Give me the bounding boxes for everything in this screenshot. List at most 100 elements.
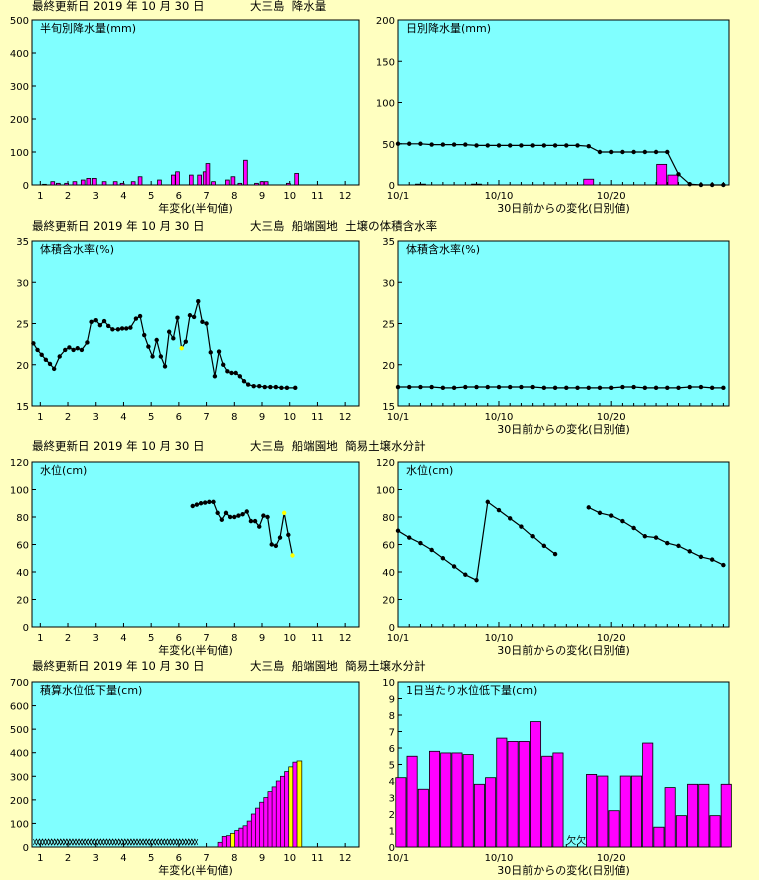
- wl-daily-seg1-point: [597, 510, 603, 516]
- wl-half-point: [281, 510, 287, 516]
- rain_half-ytick-label: 200: [10, 115, 29, 126]
- vwc-half-point: [79, 347, 85, 353]
- cum-half-bar: [296, 760, 303, 848]
- wl_daily-ytick-label: 0: [389, 623, 395, 634]
- rain-half-bar: [205, 163, 211, 186]
- rain_half-xtick-label: 12: [339, 191, 352, 202]
- rain-half-bar: [119, 182, 125, 186]
- vwc-daily-point: [429, 384, 434, 390]
- header-date-rain: 最終更新日 2019 年 10 月 30 日: [32, 0, 205, 13]
- cum_half-xtick-label: 2: [65, 853, 71, 864]
- wl-daily-seg0-point: [451, 564, 457, 569]
- drop_daily-xlabel: 30日前からの変化(日別値): [497, 863, 630, 877]
- vwc_half-ytick-label: 35: [16, 237, 29, 248]
- rain-half-bar: [211, 181, 216, 186]
- drop-daily-bar: [496, 737, 508, 848]
- vwc-daily-point: [721, 385, 726, 391]
- vwc-half-point: [171, 336, 176, 341]
- drop-daily-bar: [518, 741, 530, 848]
- wl-daily-seg1-point: [665, 540, 670, 546]
- drop_daily-ytick-label: 3: [389, 794, 395, 805]
- vwc-daily-point: [440, 385, 446, 391]
- wl-half-point: [257, 524, 262, 529]
- rain-half-bar: [157, 179, 162, 186]
- wl-daily-seg0-point: [485, 499, 490, 505]
- drop-daily-bar: [530, 721, 542, 848]
- drop_daily-ytick-label: 10: [382, 678, 395, 689]
- rain-half-bar: [294, 173, 299, 186]
- vwc-half-point: [142, 332, 147, 338]
- wl-half-point: [240, 512, 245, 517]
- vwc-daily-point: [474, 384, 479, 390]
- cum_half-plot-area: [31, 681, 360, 848]
- vwc-half-point: [208, 350, 213, 355]
- wl_half-ytick-label: 40: [16, 568, 29, 579]
- vwc-daily-point: [530, 384, 535, 390]
- wl-daily-seg0-point: [429, 547, 434, 553]
- vwc-daily-point: [508, 384, 513, 390]
- vwc-half-point: [179, 346, 184, 351]
- vwc-daily-point: [586, 385, 591, 391]
- drop-daily-bar: [541, 755, 553, 848]
- vwc-daily-point: [709, 385, 715, 391]
- rain_half-ytick-label: 300: [10, 82, 29, 93]
- wl_half-ytick-label: 60: [16, 541, 29, 552]
- header-date-wl: 最終更新日 2019 年 10 月 30 日: [32, 439, 205, 453]
- rain-half-bar: [189, 174, 194, 186]
- vwc-half-point: [119, 326, 125, 331]
- wl_half-xtick-label: 12: [339, 633, 352, 644]
- rain-half-bar: [64, 182, 69, 186]
- wl-half-point: [290, 553, 295, 558]
- vwc-half-point: [279, 385, 284, 391]
- rain-daily-point: [451, 142, 457, 147]
- rain_half-xtick-label: 2: [65, 191, 71, 202]
- drop-daily-bar: [395, 777, 407, 848]
- wl_half-xtick-label: 1: [37, 633, 43, 644]
- header-station-wl: 大三島 船端園地 簡易土壌水分計: [250, 439, 426, 453]
- rain-daily-point: [474, 143, 479, 148]
- wl-daily-seg0-point: [407, 535, 412, 540]
- rain_daily-ytick-label: 200: [376, 16, 395, 27]
- wl_half-ytick-label: 20: [16, 596, 29, 607]
- vwc-half-point: [133, 316, 139, 321]
- wl-daily-seg0-point: [552, 551, 558, 557]
- rain-daily-bar: [656, 163, 668, 186]
- vwc-daily-point: [698, 384, 704, 390]
- wl_daily-xtick-label: 10/20: [597, 633, 626, 644]
- vwc-daily-point: [631, 384, 636, 390]
- rain_half-xtick-label: 8: [231, 191, 237, 202]
- wl_daily-ytick-label: 40: [382, 568, 395, 579]
- vwc-half-point: [51, 366, 57, 372]
- drop-daily-bar: [664, 787, 676, 848]
- vwc_daily-ytick-label: 35: [382, 237, 395, 248]
- rain-half-bar: [50, 181, 56, 186]
- wl_half-ytick-label: 80: [16, 513, 29, 524]
- wl_half-xlabel: 年変化(半旬値): [158, 643, 233, 657]
- cum_half-xtick-label: 6: [176, 853, 182, 864]
- rain-daily-bar: [667, 174, 679, 186]
- wl-daily-seg1-point: [642, 534, 648, 539]
- rain-daily-point: [709, 182, 715, 188]
- drop-daily-bar: [552, 752, 564, 848]
- rain_daily-xlabel: 30日前からの変化(日別値): [497, 201, 630, 215]
- vwc-half-point: [85, 340, 90, 345]
- wl_half-ytick-label: 100: [10, 486, 29, 497]
- wl_daily-ytick-label: 60: [382, 541, 395, 552]
- vwc-daily-point: [407, 384, 412, 390]
- wl-half-point: [252, 518, 258, 524]
- wl_daily-title: 水位(cm): [406, 463, 453, 477]
- wl-half-point: [261, 513, 266, 518]
- wl_daily-ytick-label: 20: [382, 596, 395, 607]
- vwc_daily-xtick-label: 10/20: [597, 412, 626, 423]
- vwc-daily-point: [395, 384, 401, 390]
- vwc-daily-point: [451, 385, 457, 391]
- vwc-half-point: [284, 385, 290, 391]
- rain_half-xtick-label: 6: [176, 191, 182, 202]
- vwc_daily-xtick-label: 10/1: [387, 412, 409, 423]
- vwc_half-xtick-label: 4: [120, 412, 126, 423]
- wl-half-point: [265, 514, 270, 520]
- cum_half-ytick-label: 200: [10, 796, 29, 807]
- vwc_half-xtick-label: 3: [93, 412, 99, 423]
- vwc-half-point: [154, 337, 159, 343]
- rain-half-bar: [72, 181, 78, 186]
